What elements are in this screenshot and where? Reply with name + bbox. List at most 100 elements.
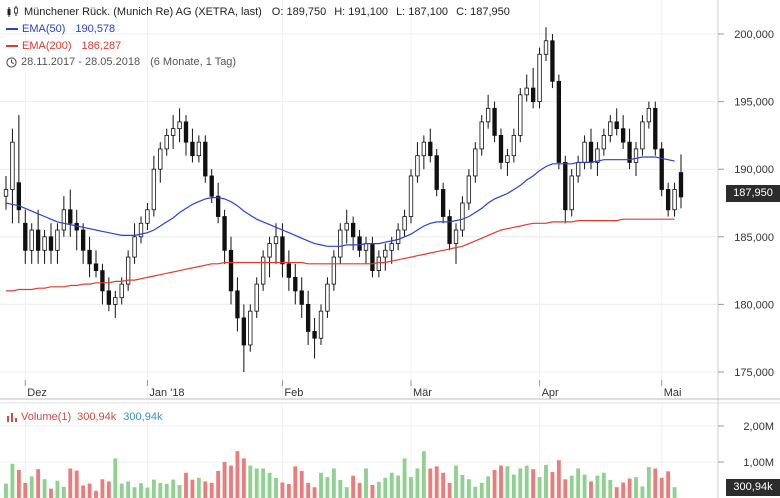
volume-bar	[454, 465, 458, 498]
ema50-line	[5, 156, 675, 247]
ema50-legend[interactable]: EMA(50) 190,578	[6, 23, 115, 35]
volume-bar	[653, 468, 658, 498]
candle	[524, 74, 529, 102]
candle-body-down	[440, 189, 446, 217]
volume-bar	[190, 479, 195, 498]
volume-bar	[537, 477, 542, 498]
candle	[640, 115, 645, 156]
candle	[138, 216, 144, 244]
candle-body-up	[485, 107, 491, 123]
ema200-swatch	[6, 45, 18, 47]
volume-bar	[126, 481, 131, 498]
volume-bar	[428, 468, 433, 498]
candle-body-up	[55, 229, 60, 251]
ema200-legend[interactable]: EMA(200) 186,287	[6, 40, 121, 52]
volume-bar	[171, 479, 176, 498]
volume-bar	[563, 479, 568, 498]
candle-body-up	[113, 297, 118, 305]
candle	[678, 154, 684, 209]
candle-body-down	[23, 222, 28, 251]
candle-body-up	[119, 283, 124, 299]
volume-bars-icon	[6, 412, 18, 422]
volume-bar	[331, 468, 336, 498]
volume-bar	[106, 481, 111, 498]
candle	[485, 94, 491, 129]
volume-bar	[447, 482, 452, 498]
candle	[550, 34, 555, 89]
high-value: H: 191,100	[334, 6, 389, 18]
candle	[325, 277, 330, 318]
volume-bar	[61, 486, 66, 498]
candle-body-up	[479, 121, 484, 150]
candle-body-up	[569, 175, 574, 211]
candle	[440, 182, 446, 224]
volume-bar	[164, 483, 169, 498]
candle	[665, 182, 671, 217]
candle	[23, 209, 28, 264]
volume-bar	[518, 468, 523, 498]
candle	[627, 128, 632, 170]
candle-body-down	[235, 290, 240, 319]
volume-bar	[556, 460, 561, 498]
candle-body-down	[530, 87, 536, 103]
volume-badge: 300,94k	[726, 479, 780, 496]
volume-bar	[569, 475, 574, 498]
volume-legend[interactable]: Volume(1) 300,94k 300,94k	[6, 411, 162, 423]
volume-bar	[550, 472, 555, 498]
volume-bar	[531, 469, 536, 498]
volume-bar	[370, 485, 375, 498]
volume-bar	[589, 481, 593, 498]
candle-body-up	[421, 141, 427, 157]
candle-body-down	[678, 172, 684, 198]
candle-body-down	[209, 175, 214, 197]
volume-bar	[338, 480, 343, 498]
candle	[428, 128, 433, 163]
volume-bar	[29, 476, 34, 498]
candle-body-up	[646, 107, 652, 123]
candle-body-down	[492, 107, 497, 136]
candle	[164, 128, 169, 156]
candle	[286, 250, 292, 291]
volume-bar	[4, 483, 8, 498]
volume-bar	[344, 487, 349, 498]
x-tick-label: Apr	[542, 387, 559, 399]
candle	[608, 115, 613, 143]
candle-body-down	[350, 222, 356, 238]
candle	[646, 101, 652, 129]
volume-bar	[293, 466, 298, 498]
volume-bar	[659, 477, 664, 498]
candle-body-down	[87, 249, 92, 265]
candle	[672, 182, 677, 217]
candle	[318, 304, 324, 345]
candle	[563, 155, 568, 224]
close-value: C: 187,950	[456, 6, 510, 18]
candle	[453, 223, 459, 264]
candle	[473, 142, 478, 183]
candle	[113, 290, 118, 318]
candle	[447, 209, 452, 251]
candle-body-up	[248, 310, 253, 346]
candle-body-up	[164, 134, 169, 150]
volume-bar	[23, 482, 28, 498]
quote-header: Münchener Rück. (Munich Re) AG (XETRA, l…	[6, 6, 510, 18]
volume-bar	[267, 472, 272, 498]
candle	[235, 277, 240, 332]
volume-bar	[357, 482, 362, 498]
candle	[338, 223, 343, 264]
candle	[145, 203, 150, 231]
volume-bar	[479, 482, 484, 498]
date-range[interactable]: 28.11.2017 - 28.05.2018 (6 Monate, 1 Tag…	[6, 56, 236, 68]
volume-bar	[55, 480, 60, 498]
candle	[35, 209, 41, 264]
candle-body-down	[312, 331, 317, 339]
volume-bar	[601, 472, 606, 498]
candle-body-up	[318, 310, 324, 339]
candle-body-down	[588, 141, 594, 163]
candle	[376, 250, 382, 278]
candle-body-up	[453, 229, 459, 244]
candle-body-up	[395, 229, 401, 244]
candle-body-down	[100, 270, 105, 292]
volume-bar	[524, 465, 529, 498]
